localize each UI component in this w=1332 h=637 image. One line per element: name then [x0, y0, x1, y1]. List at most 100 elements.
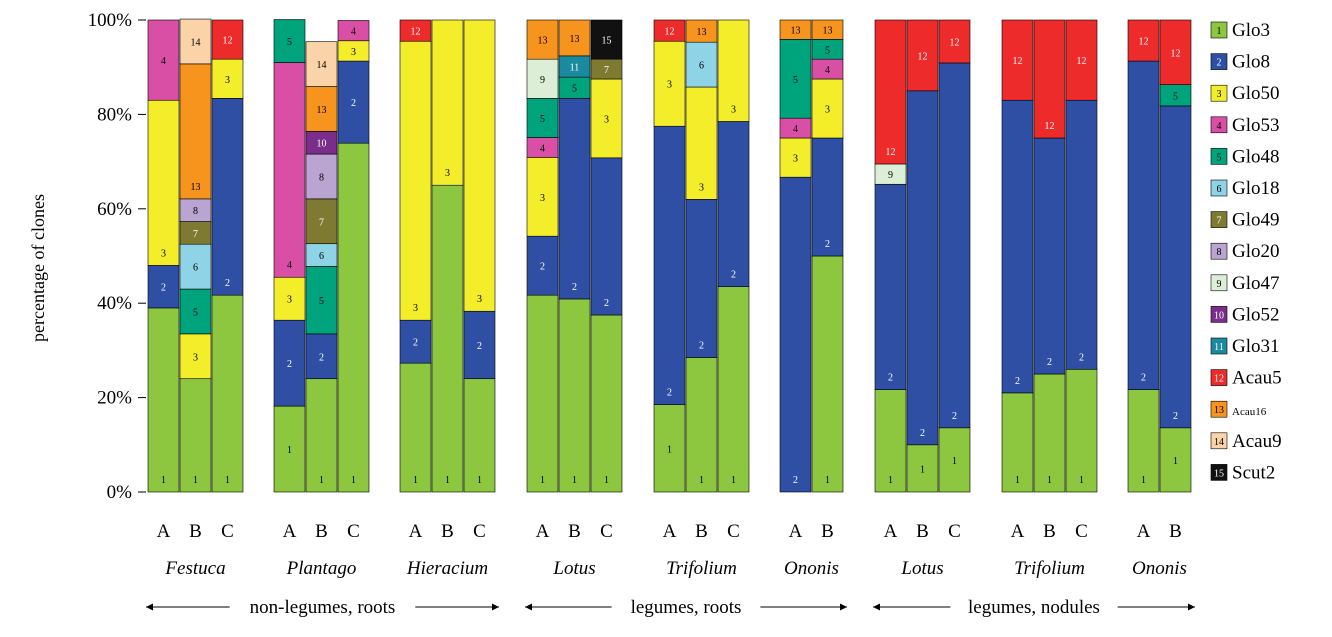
bar-segment-acau9 — [305, 41, 338, 87]
segment-code-label: 3 — [225, 75, 230, 86]
legend-swatch — [1210, 179, 1228, 197]
segment-code-label: 1 — [731, 475, 736, 486]
segment-code-label: 1 — [572, 475, 577, 486]
plant-label: Hieracium — [406, 558, 488, 579]
bar-segment-glo48 — [305, 266, 338, 335]
arrow-head-left — [525, 603, 532, 611]
bar-segment-glo8 — [1159, 105, 1192, 429]
bar-segment-glo3 — [1159, 427, 1192, 493]
bar-label: B — [916, 521, 929, 542]
bar-segment-glo8 — [590, 157, 623, 316]
bar-segment-glo50 — [273, 276, 306, 321]
segment-code-label: 13 — [317, 105, 327, 116]
segment-code-label: 9 — [888, 170, 893, 181]
bar-label: C — [600, 521, 613, 542]
segment-code-label: 3 — [445, 168, 450, 179]
segment-code-label: 1 — [825, 475, 830, 486]
legend-entry-glo48: Glo48 — [1232, 146, 1280, 167]
bar-segment-glo3 — [399, 362, 432, 493]
bar-label: A — [1137, 521, 1151, 542]
segment-code-label: 2 — [477, 341, 482, 352]
legend-entry-glo49: Glo49 — [1232, 210, 1280, 231]
segment-code-label: 4 — [793, 124, 798, 135]
legend-entry-scut2: Scut2 — [1232, 462, 1275, 483]
bar-segment-glo50 — [685, 86, 718, 200]
segment-code-label: 14 — [191, 37, 201, 48]
bar-segment-glo53 — [147, 19, 180, 101]
legend-entry-glo50: Glo50 — [1232, 83, 1280, 104]
bar-label: C — [347, 521, 360, 542]
segment-code-label: 5 — [1173, 91, 1178, 102]
plant-label: Trifolium — [666, 558, 737, 579]
segment-code-label: 1 — [920, 464, 925, 475]
legend-entry-glo47: Glo47 — [1232, 273, 1280, 294]
bar-segment-glo3 — [463, 378, 496, 493]
segment-code-label: 4 — [825, 65, 830, 76]
bar-label: B — [441, 521, 454, 542]
segment-code-label: 5 — [319, 296, 324, 307]
y-tick-label: 40% — [97, 293, 132, 314]
bar-segment-acau5 — [399, 19, 432, 42]
bar-segment-glo50 — [811, 78, 844, 139]
bar-segment-glo8 — [273, 319, 306, 407]
bar-segment-acau16 — [558, 19, 591, 57]
legend-swatch — [1210, 53, 1228, 70]
y-tick-label: 60% — [97, 199, 132, 220]
bar-segment-acau5 — [1001, 19, 1034, 101]
bar-segment-glo50 — [211, 58, 244, 99]
bar-segment-glo3 — [558, 298, 591, 493]
segment-code-label: 1 — [193, 475, 198, 486]
legend-swatch — [1210, 464, 1228, 481]
segment-code-label: 3 — [477, 294, 482, 305]
bar-segment-glo8 — [717, 121, 750, 287]
arrow-head-right — [1188, 603, 1195, 611]
segment-code-label: 6 — [319, 251, 324, 262]
bar-segment-acau5 — [906, 19, 939, 92]
segment-code-label: 12 — [950, 37, 960, 48]
legend-entry-glo20: Glo20 — [1232, 241, 1280, 262]
segment-code-label: 3 — [825, 105, 830, 116]
legend-code: 3 — [1217, 89, 1222, 100]
plant-label: Lotus — [900, 558, 943, 579]
y-axis-title: percentage of clones — [28, 194, 48, 342]
segment-code-label: 3 — [351, 47, 356, 58]
bar-segment-glo3 — [337, 142, 370, 493]
segment-code-label: 5 — [287, 37, 292, 48]
segment-code-label: 13 — [191, 182, 201, 193]
bar-label: C — [727, 521, 740, 542]
bar-segment-acau16 — [526, 19, 559, 60]
bar-label: B — [821, 521, 834, 542]
bar-segment-glo3 — [273, 405, 306, 493]
bar-segment-glo50 — [463, 19, 496, 312]
bar-segment-glo3 — [147, 307, 180, 493]
segment-code-label: 2 — [572, 282, 577, 293]
arrow-head-right — [840, 603, 847, 611]
plant-label: Trifolium — [1014, 558, 1085, 579]
bar-segment-glo3 — [1033, 373, 1066, 493]
segment-code-label: 2 — [888, 373, 893, 384]
segment-code-label: 1 — [1079, 475, 1084, 486]
legend-swatch — [1210, 337, 1228, 355]
bar-segment-glo18 — [685, 41, 718, 88]
legend-code: 6 — [1217, 184, 1222, 195]
bar-segment-glo8 — [653, 125, 686, 405]
bar-segment-glo8 — [874, 183, 907, 390]
bar-label: B — [315, 521, 328, 542]
bar-segment-acau5 — [1065, 19, 1098, 101]
bar-segment-glo49 — [305, 198, 338, 245]
legend-entry-acau16: Acau16 — [1232, 406, 1267, 418]
bar-segment-glo50 — [717, 19, 750, 122]
segment-code-label: 1 — [952, 456, 957, 467]
legend-swatch — [1210, 274, 1228, 292]
segment-code-label: 7 — [604, 65, 609, 76]
bar-segment-glo3 — [811, 255, 844, 493]
segment-code-label: 1 — [604, 475, 609, 486]
legend-swatch — [1210, 306, 1228, 323]
segment-code-label: 3 — [604, 114, 609, 125]
segment-code-label: 1 — [477, 475, 482, 486]
segment-code-label: 2 — [952, 411, 957, 422]
segment-code-label: 12 — [1139, 37, 1149, 48]
legend-swatch — [1210, 369, 1228, 386]
bar-label: A — [789, 521, 803, 542]
